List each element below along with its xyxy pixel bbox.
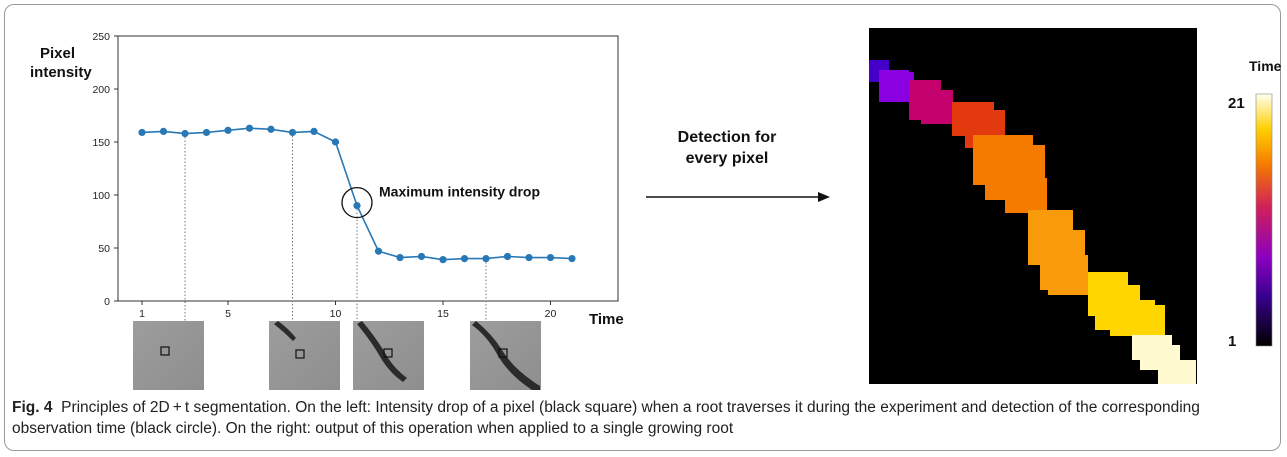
- x-tick-label: 10: [330, 308, 342, 320]
- data-point: [460, 255, 469, 263]
- x-axis-label: Time: [589, 311, 624, 328]
- data-point: [482, 255, 490, 263]
- data-point: [267, 125, 275, 133]
- data-point: [245, 124, 254, 132]
- figure-number: Fig. 4: [12, 399, 53, 416]
- thumbnail-2: [269, 321, 340, 390]
- colorbar-title: Time: [1249, 58, 1282, 74]
- y-tick-label: 250: [92, 31, 110, 43]
- y-tick-label: 100: [92, 190, 110, 202]
- x-tick-label: 15: [437, 308, 449, 320]
- root-thumbnails: [133, 321, 541, 390]
- data-point: [439, 256, 447, 264]
- colorbar-min-label: 1: [1228, 333, 1236, 350]
- data-point: [138, 128, 146, 137]
- x-tick-label: 5: [225, 308, 231, 320]
- max-drop-circle: [341, 186, 373, 219]
- y-axis-label-line2: intensity: [30, 64, 92, 81]
- pixel-square: [383, 348, 393, 358]
- data-point: [396, 253, 404, 262]
- y-tick-label: 200: [92, 84, 110, 96]
- pixel-square: [160, 346, 170, 356]
- y-tick-label: 0: [104, 296, 110, 308]
- annotation-label: Maximum intensity drop: [379, 184, 540, 200]
- colorbar: [1255, 93, 1273, 347]
- data-point: [159, 127, 168, 135]
- data-point: [568, 255, 576, 263]
- figure-caption: Fig. 4 Principles of 2D + t segmentation…: [12, 397, 1272, 439]
- figure-frame: [4, 4, 1281, 451]
- y-axis-label-line1: Pixel: [40, 45, 75, 62]
- thumbnail-3: [353, 321, 424, 390]
- root-segment: [1158, 360, 1196, 384]
- arrow-label-line1: Detection for: [678, 129, 777, 146]
- caption-text: Principles of 2D + t segmentation. On th…: [12, 399, 1200, 437]
- data-point: [417, 252, 426, 261]
- root-segment: [921, 90, 953, 124]
- data-point: [374, 247, 383, 255]
- pixel-square: [498, 348, 508, 358]
- data-point: [525, 253, 533, 262]
- data-point: [331, 138, 340, 146]
- x-tick-label: 20: [545, 308, 557, 320]
- root-segment: [1005, 178, 1047, 213]
- arrow-label-line2: every pixel: [686, 150, 769, 167]
- data-point: [503, 252, 512, 261]
- data-point: [288, 128, 297, 137]
- thumbnail-1: [133, 321, 204, 390]
- data-point: [353, 202, 361, 210]
- data-point: [546, 253, 555, 262]
- data-point: [202, 128, 211, 137]
- plot-area: [117, 35, 619, 302]
- thumbnail-4: [470, 321, 541, 390]
- pixel-square: [295, 349, 305, 359]
- y-tick-label: 50: [98, 243, 110, 255]
- arrow-head: [818, 192, 830, 202]
- colorbar-max-label: 21: [1228, 95, 1245, 112]
- data-point: [224, 126, 232, 134]
- data-point: [310, 127, 318, 135]
- root-segment: [1130, 305, 1165, 335]
- x-tick-label: 1: [139, 308, 145, 320]
- y-tick-label: 150: [92, 137, 110, 149]
- root-segmentation: [869, 60, 1196, 384]
- data-point: [181, 129, 189, 138]
